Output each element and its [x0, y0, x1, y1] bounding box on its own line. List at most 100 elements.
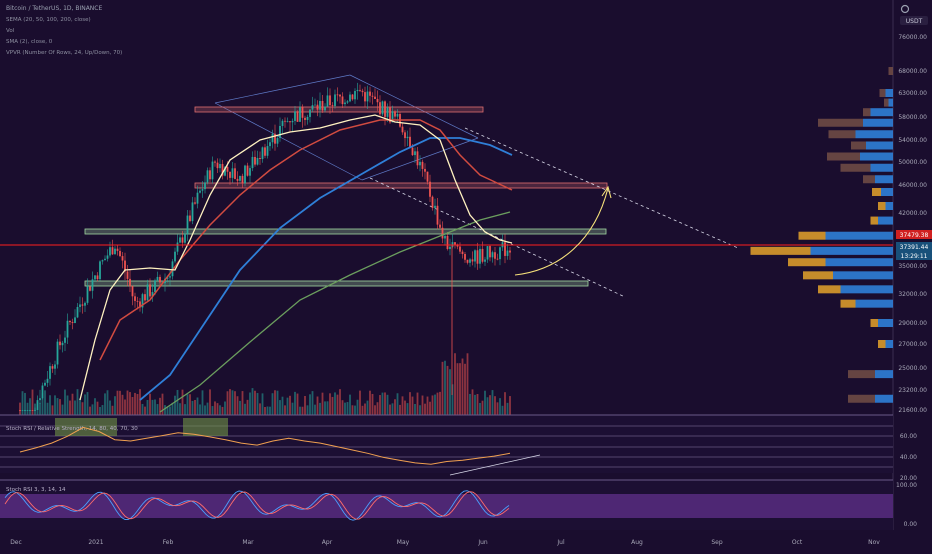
candle-body: [464, 254, 466, 260]
candle-body: [84, 302, 86, 306]
candle-body: [264, 147, 266, 156]
candle-body: [294, 111, 296, 121]
price-label-ask: 37479.38: [896, 230, 932, 239]
volume-bar: [504, 392, 506, 415]
volume-profile-down: [828, 130, 856, 139]
candle-body: [454, 242, 456, 245]
candle-body: [396, 113, 399, 117]
volume-bar: [99, 406, 101, 415]
resistance-zone-top[interactable]: [194, 106, 484, 113]
volume-bar: [304, 396, 306, 415]
volume-bar: [496, 402, 499, 415]
candle-body: [89, 286, 91, 291]
volume-profile-up: [878, 319, 893, 327]
trend-line-dotted-lower[interactable]: [369, 177, 626, 298]
candle-body: [51, 366, 54, 369]
volume-bar: [336, 394, 339, 415]
candle-body: [494, 252, 496, 259]
time-tick-label: Nov: [868, 539, 880, 546]
candle-body: [316, 104, 319, 110]
candle-body: [281, 120, 284, 126]
indicator-label-2[interactable]: SMA (2), close, 0: [6, 39, 53, 45]
ema-200-line[interactable]: [159, 211, 511, 413]
volume-bar: [176, 389, 179, 415]
symbol-title[interactable]: Bitcoin / TetherUS, 1D, BINANCE: [6, 5, 102, 12]
candle-body: [229, 171, 231, 178]
candle-body: [236, 178, 239, 181]
volume-bar: [281, 396, 284, 415]
time-tick-label: 2021: [88, 539, 103, 546]
stoch-k-line[interactable]: [4, 490, 510, 521]
volume-bar: [269, 406, 271, 415]
volume-bar: [429, 401, 431, 415]
volume-bar: [59, 399, 61, 415]
volume-bar: [494, 396, 496, 415]
volume-bar: [371, 393, 374, 415]
candle-body: [254, 156, 256, 165]
ema-20-line[interactable]: [79, 114, 513, 401]
volume-bar: [224, 401, 226, 415]
volume-bar: [299, 406, 301, 415]
stoch-d-line[interactable]: [4, 491, 510, 520]
volume-bar: [409, 392, 411, 415]
volume-profile-up: [875, 394, 893, 403]
candle-body: [146, 284, 149, 301]
indicator-label-0[interactable]: SEMA (20, 50, 100, 200, close): [6, 17, 91, 23]
candle-body: [41, 385, 44, 399]
candle-body: [219, 163, 221, 169]
indicator-label-1[interactable]: Vol: [6, 28, 15, 34]
ema-50-line[interactable]: [99, 119, 513, 361]
trend-line-dotted-upper[interactable]: [464, 127, 739, 249]
resistance-zone-mid[interactable]: [194, 182, 608, 189]
candle-body: [256, 157, 259, 165]
volume-profile-down: [888, 67, 893, 75]
candle-body: [431, 196, 434, 208]
countdown-label: 13:29:11: [901, 253, 928, 260]
candle-body: [176, 242, 179, 252]
currency-badge[interactable]: USDT: [900, 4, 928, 26]
volume-bar: [161, 393, 164, 415]
rsi-line[interactable]: [19, 426, 511, 465]
volume-bar: [46, 402, 49, 415]
candle-body: [504, 242, 506, 256]
volume-bar: [339, 389, 341, 415]
volume-profile-up: [885, 340, 893, 348]
rsi-tick-label: 20.00: [900, 475, 917, 482]
volume-profile-down: [750, 246, 811, 255]
rsi-label[interactable]: Stoch RSI / Relative Strength, 14, 80, 4…: [6, 426, 138, 432]
time-axis: Dec 2021 Feb Mar Apr May Jun Jul Aug Sep Oct Nov: [10, 539, 880, 546]
volume-bar: [411, 396, 414, 415]
volume-bar: [156, 404, 159, 415]
projection-arrow[interactable]: [514, 187, 609, 276]
volume-bar: [306, 405, 309, 415]
candle-body: [239, 175, 241, 181]
volume-bar: [474, 394, 476, 415]
volume-bar: [384, 392, 386, 415]
candle-body: [291, 120, 294, 123]
stoch-label[interactable]: Stoch RSI 3, 3, 14, 14: [6, 487, 66, 493]
volume-bar: [211, 406, 214, 415]
volume-bar: [111, 405, 114, 415]
volume-bar: [444, 360, 446, 415]
volume-bar: [44, 390, 46, 415]
candle-body: [331, 105, 334, 107]
rsi-divergence-line[interactable]: [449, 454, 541, 476]
candle-body: [31, 410, 34, 411]
candle-body: [334, 94, 336, 107]
volume-bar: [291, 402, 294, 415]
candle-body: [364, 92, 366, 102]
candle-body: [344, 102, 346, 105]
support-zone-lower[interactable]: [84, 280, 589, 287]
candle-body: [471, 259, 474, 262]
volume-bar: [426, 396, 429, 415]
currency-badge-box: [900, 16, 928, 25]
time-tick-label: Dec: [10, 539, 22, 546]
support-zone-upper[interactable]: [84, 228, 607, 235]
ema-100-line[interactable]: [139, 137, 513, 401]
gear-icon[interactable]: [900, 4, 910, 14]
volume-bar: [479, 402, 481, 415]
candle-body: [116, 248, 119, 251]
volume-bar: [414, 403, 416, 415]
candle-body: [104, 258, 106, 261]
indicator-label-3[interactable]: VPVR (Number Of Rows, 24, Up/Down, 70): [6, 50, 122, 56]
